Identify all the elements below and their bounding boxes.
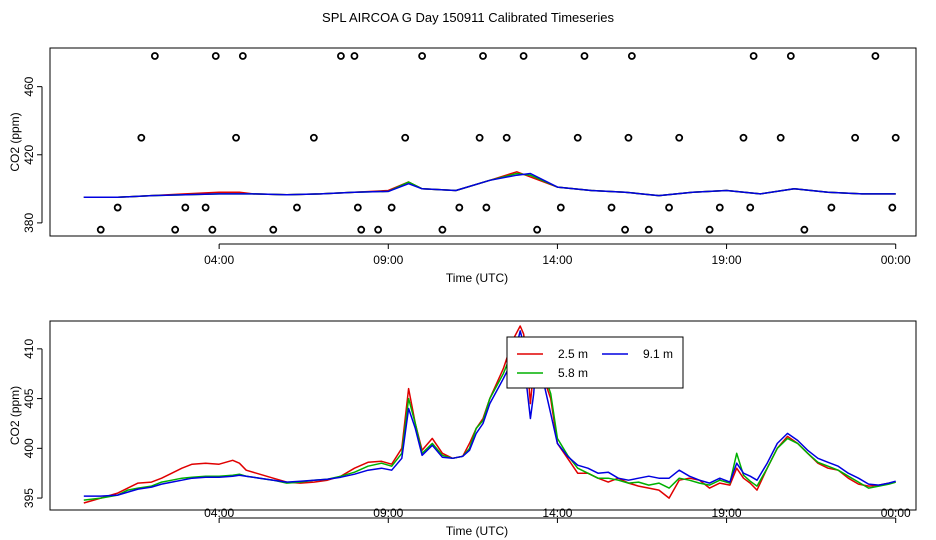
flag-point — [181, 203, 190, 212]
flag-point — [891, 133, 900, 142]
y-tick-label: 400 — [22, 438, 36, 458]
legend-entry: 2.5 m — [558, 347, 588, 361]
y-tick-label: 405 — [22, 388, 36, 408]
y-tick-label: 420 — [22, 144, 36, 164]
flag-point — [350, 52, 359, 60]
flag-point — [533, 225, 542, 234]
co2-zoom-panel: 04:00 09:00 14:00 19:00 00:00 Time (UTC) 395 40… — [8, 320, 917, 538]
x-tick-label: 00:00 — [881, 506, 911, 520]
flag-point — [455, 203, 464, 212]
flag-point — [624, 133, 633, 142]
flag-point — [357, 225, 366, 234]
flag-point — [418, 52, 427, 60]
x-tick-label: 19:00 — [712, 253, 742, 267]
y-tick-label: 395 — [22, 488, 36, 508]
flag-point — [607, 203, 616, 212]
flag-point — [851, 133, 860, 142]
x-tick-label: 00:00 — [881, 253, 911, 267]
plot-frame — [49, 47, 917, 237]
flag-point — [888, 203, 897, 212]
flag-point — [150, 52, 159, 60]
flag-point — [232, 133, 240, 142]
flag-point — [113, 203, 122, 212]
x-tick-label: 09:00 — [373, 506, 403, 520]
y-tick-label: 460 — [22, 76, 36, 96]
flag-point — [715, 203, 724, 212]
flag-point — [309, 133, 318, 142]
flag-point — [374, 225, 383, 234]
series-line-9-1-m — [83, 172, 896, 199]
flag-point — [800, 225, 809, 234]
flag-point — [665, 203, 673, 212]
flag-point — [580, 52, 589, 60]
legend: 2.5 m 5.8 m 9.1 m — [506, 336, 684, 389]
plot-frame — [49, 320, 917, 511]
flag-point — [387, 203, 396, 212]
flag-point — [746, 203, 755, 212]
x-tick-label: 04:00 — [204, 506, 234, 520]
flag-point — [438, 225, 447, 234]
flag-point — [519, 52, 528, 60]
y-axis-label: CO2 (ppm) — [8, 112, 22, 171]
flag-point — [482, 203, 491, 212]
flag-point — [675, 133, 684, 142]
x-tick-label: 09:00 — [373, 253, 403, 267]
flag-point — [479, 52, 487, 60]
x-tick-label: 04:00 — [204, 253, 234, 267]
co2-timeseries-panel: 04:00 09:00 14:00 19:00 00:00 Time (UTC) 380 42… — [8, 47, 917, 285]
series-line-9-1-m — [83, 330, 896, 497]
y-tick-label: 380 — [22, 213, 36, 233]
flag-point — [776, 133, 785, 142]
flag-point — [269, 225, 278, 234]
flag-point — [871, 52, 880, 60]
flag-point — [502, 133, 511, 142]
legend-entry: 5.8 m — [558, 366, 588, 380]
legend-box — [506, 336, 684, 389]
flag-point — [644, 225, 653, 234]
y-tick-label: 410 — [22, 339, 36, 359]
flag-point — [96, 225, 105, 234]
flag-point — [739, 133, 748, 142]
flag-point — [208, 225, 217, 234]
series-line-5-8-m — [83, 336, 896, 501]
flag-point — [556, 203, 565, 212]
flag-point — [211, 52, 220, 60]
legend-entry: 9.1 m — [643, 347, 673, 361]
x-axis-label: Time (UTC) — [446, 271, 508, 285]
x-axis-label: Time (UTC) — [446, 524, 508, 538]
flag-point — [353, 203, 362, 212]
x-tick-label: 19:00 — [712, 506, 742, 520]
y-axis-label: CO2 (ppm) — [8, 386, 22, 445]
flag-point — [573, 133, 582, 142]
x-tick-label: 14:00 — [542, 506, 572, 520]
flag-point — [749, 52, 758, 60]
series-line-2-5-m — [83, 171, 896, 199]
flag-point — [238, 52, 247, 60]
flag-point — [401, 133, 410, 142]
page-title: SPL AIRCOA G Day 150911 Calibrated Times… — [322, 10, 614, 25]
flag-point — [137, 133, 146, 142]
flag-point — [201, 203, 210, 212]
flag-point — [827, 203, 836, 212]
flag-point — [337, 52, 345, 60]
flag-point — [171, 225, 180, 234]
flag-point — [627, 52, 636, 60]
flag-point — [293, 203, 301, 212]
flag-point — [786, 52, 795, 60]
flag-point — [621, 225, 629, 234]
flag-point — [475, 133, 484, 142]
x-tick-label: 14:00 — [542, 253, 572, 267]
flag-point — [705, 225, 714, 234]
